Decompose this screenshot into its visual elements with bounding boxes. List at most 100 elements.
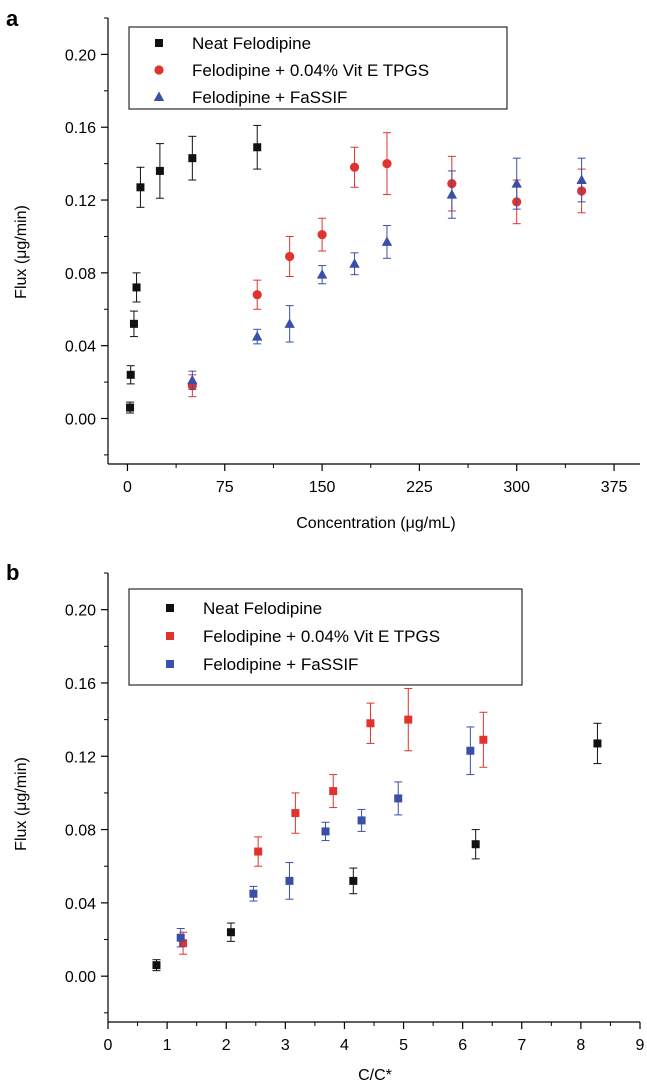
x-tick-label: 9 [636,1037,645,1054]
legend-marker [166,660,174,668]
data-point [249,889,258,898]
legend-label-neat: Neat Felodipine [192,34,311,53]
legend-marker [154,65,164,75]
data-point [366,719,375,728]
legend-label-neat: Neat Felodipine [203,599,322,618]
series-felodipine-fassif [187,157,587,390]
x-tick-label: 300 [503,479,530,496]
y-tick-label: 0.04 [65,339,96,356]
data-point [349,258,360,268]
x-tick-label: 3 [281,1037,290,1054]
data-point [187,374,198,385]
legend-markers-a [153,39,165,101]
data-point [254,847,263,856]
data-point [176,933,185,942]
data-point [252,290,262,300]
x-tick-label: 4 [340,1037,349,1054]
y-tick-label: 0.16 [65,676,96,693]
panel-b-plot: 0.00 0.04 0.08 0.12 0.16 0.20 0 1 2 3 4 5 6 7 8 9 [65,572,645,1054]
data-point [446,189,458,199]
x-tick-label: 7 [517,1037,526,1054]
panel-letter-b: b [6,560,19,585]
panel-a-plot: 0.00 0.04 0.08 0.12 0.16 0.20 0 75 150 225 300 375 [65,17,640,496]
x-tick-label: 5 [399,1037,408,1054]
legend-marker [155,39,163,47]
data-point [329,787,338,796]
x-tick-label: 375 [601,479,628,496]
panel-b-xlabel: C/C* [358,1067,392,1084]
data-point [129,319,138,328]
x-tick-label: 75 [216,479,234,496]
data-point [253,143,262,152]
data-point [126,403,135,412]
panel-b-ylabel: Flux (μg/min) [13,757,30,851]
data-point [479,735,488,744]
data-point [126,370,135,379]
data-point [466,746,475,755]
data-point [511,178,522,188]
series-felodipine-0-04-vit-e-tpgs [187,132,587,398]
legend-marker [166,632,174,640]
legend-box [128,26,508,110]
data-point [471,840,480,849]
panel-a: a 0.00 0.04 0.08 0.12 0.16 0.20 0 75 150 225 300 37… [6,6,640,532]
series-felodipine-fassif [176,726,475,948]
data-point [593,739,602,748]
data-point [349,162,360,172]
x-tick-label: 225 [406,479,433,496]
data-point [155,166,164,175]
x-tick-label: 1 [163,1037,172,1054]
legend-label-fassif: Felodipine + FaSSIF [203,655,358,674]
x-tick-label: 150 [309,479,336,496]
data-point [382,159,392,169]
y-tick-label: 0.08 [65,823,96,840]
data-point [357,816,366,825]
y-tick-label: 0.00 [65,411,96,428]
series-neat-felodipine [152,722,602,972]
data-point [291,809,300,818]
legend-marker [153,91,165,101]
y-tick-label: 0.16 [65,120,96,137]
legend-markers-b [166,604,174,668]
legend-label-tpgs: Felodipine + 0.04% Vit E TPGS [192,61,429,80]
legend-marker [166,604,174,612]
data-point [152,961,161,970]
legend-label-tpgs: Felodipine + 0.04% Vit E TPGS [203,627,440,646]
data-point [404,715,413,724]
data-point [316,269,328,279]
data-point [321,827,330,836]
x-tick-label: 8 [576,1037,585,1054]
x-tick-label: 0 [104,1037,113,1054]
y-tick-label: 0.08 [65,266,96,283]
panel-b-legend: Neat Felodipine Felodipine + 0.04% Vit E… [128,588,523,686]
y-tick-label: 0.12 [65,193,96,210]
x-tick-label: 0 [123,479,132,496]
data-point [576,174,587,185]
data-point [284,318,295,328]
legend-label-fassif: Felodipine + FaSSIF [192,88,347,107]
y-tick-label: 0.00 [65,969,96,986]
data-point [226,928,235,937]
data-point [349,876,358,885]
data-point [285,876,294,885]
y-tick-label: 0.20 [65,47,96,64]
data-point [188,154,197,163]
panel-a-legend: Neat Felodipine Felodipine + 0.04% Vit E… [128,26,508,110]
panel-letter-a: a [6,6,19,31]
data-point [381,236,393,246]
panel-a-xlabel: Concentration (μg/mL) [296,515,456,532]
panel-a-ylabel: Flux (μg/min) [13,205,30,299]
data-point [132,283,141,292]
series-felodipine-0-04-vit-e-tpgs [179,687,488,955]
legend-box [128,588,523,686]
data-point [252,331,263,341]
x-tick-label: 2 [222,1037,231,1054]
data-point [285,251,295,262]
series-neat-felodipine [126,124,262,414]
data-point [136,183,145,192]
y-tick-label: 0.20 [65,603,96,620]
data-point [394,794,403,803]
data-point [179,939,188,948]
y-tick-label: 0.12 [65,749,96,766]
